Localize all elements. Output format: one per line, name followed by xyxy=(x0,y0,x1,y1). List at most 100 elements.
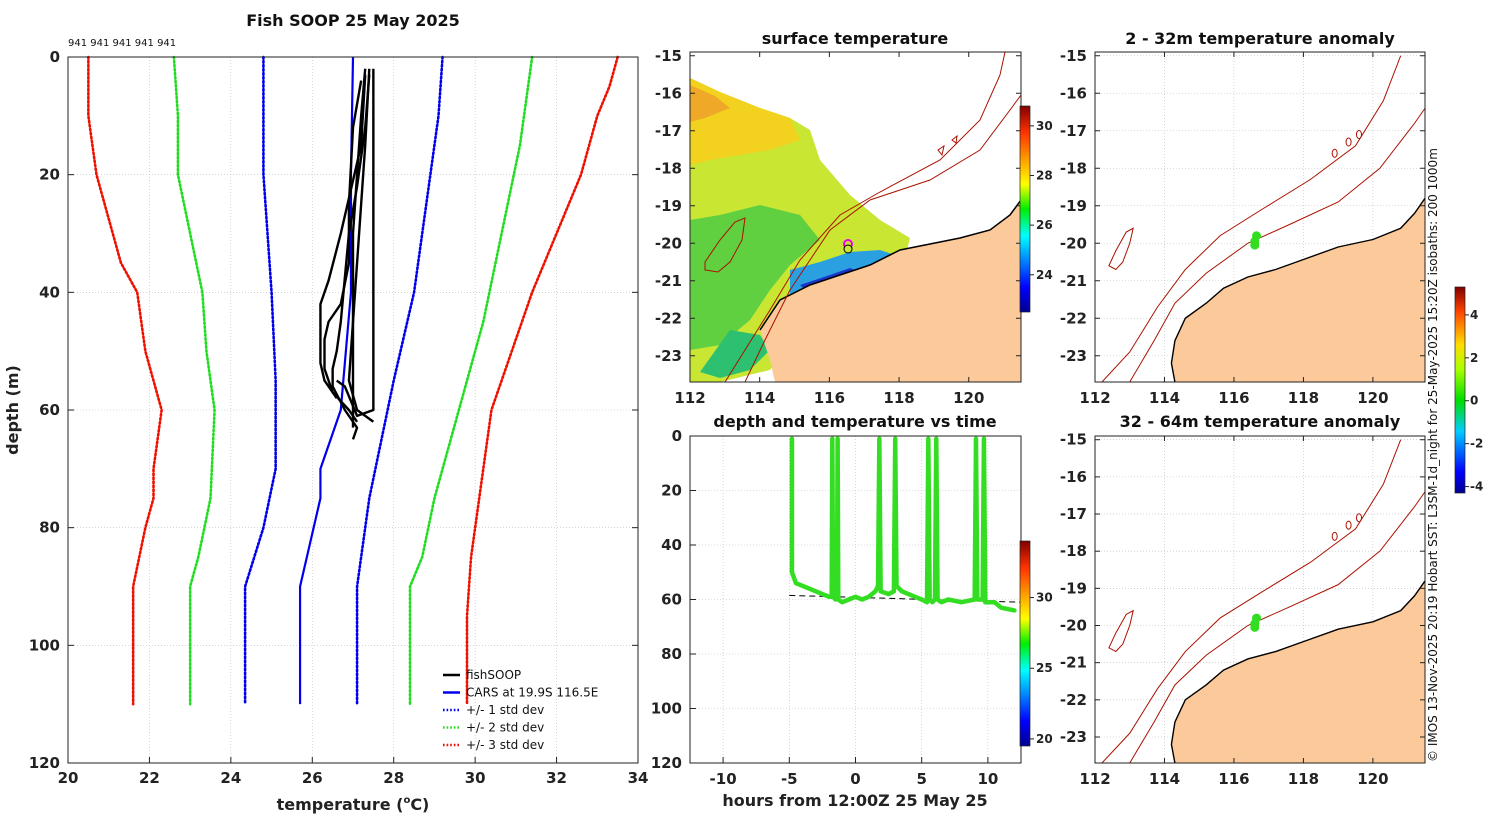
profile-series-line xyxy=(408,55,534,706)
sst-xtick-label: 112 xyxy=(674,389,705,407)
fishsoop-cast-line xyxy=(347,68,375,423)
sst-xtick-label: 118 xyxy=(883,389,914,407)
sst-coastline xyxy=(759,199,1021,331)
anomaly-shallow-anomaly-point xyxy=(1250,240,1260,250)
profile-xtick-label: 34 xyxy=(628,769,649,787)
sst-colorbar-label: 24 xyxy=(1036,268,1053,282)
anomaly-shallow-isobath xyxy=(1101,55,1402,383)
anomaly-shallow-ytick-label: -15 xyxy=(1060,47,1087,65)
sst-ytick-label: -20 xyxy=(655,234,682,252)
depthtime-xtick-label: -10 xyxy=(710,770,737,788)
depthtime-xtick-label: 5 xyxy=(916,770,926,788)
anomaly-deep-xtick-label: 118 xyxy=(1288,770,1319,788)
sst-xtick-label: 114 xyxy=(744,389,775,407)
sst-land xyxy=(760,200,1021,382)
profile-xtick-label: 24 xyxy=(220,769,241,787)
sst-islet-1 xyxy=(937,144,945,157)
anomaly-shallow-ytick-label: -21 xyxy=(1060,272,1087,290)
profile-ytick-label: 60 xyxy=(39,401,60,419)
sst-panel: surface temperature 112 114 116 118 120 -15 -1… xyxy=(655,29,1053,407)
fishsoop-cast-line xyxy=(336,68,375,418)
legend-label: fishSOOP xyxy=(466,668,521,682)
anomaly-deep-xtick-label: 114 xyxy=(1149,770,1180,788)
profile-series-line xyxy=(87,55,163,706)
sst-orange-band xyxy=(690,85,730,122)
depthtime-panel: depth and temperature vs time -10 -5 0 5 100… xyxy=(651,412,1053,810)
anomaly-shallow-ytick-label: -20 xyxy=(1060,234,1087,252)
anomaly-deep-axes-box xyxy=(1094,435,1426,764)
anomaly-deep-ytick-label: -21 xyxy=(1060,654,1087,672)
legend-label: +/- 2 std dev xyxy=(466,721,544,735)
anomaly-deep-title: 32 - 64m temperature anomaly xyxy=(1120,412,1401,431)
anomaly-shallow-axes-box xyxy=(1094,51,1426,383)
sst-colorbar-label: 30 xyxy=(1036,119,1053,133)
anomaly-deep-ytick-label: -19 xyxy=(1060,579,1087,597)
anomaly-shallow-xtick-label: 114 xyxy=(1149,389,1180,407)
sst-ytick-label: -16 xyxy=(655,84,682,102)
anomaly-deep-islet xyxy=(1345,520,1352,530)
anomaly-shallow-ytick-label: -17 xyxy=(1060,122,1087,140)
profile-xlabel: temperature (oC) xyxy=(277,795,430,814)
anomaly-colorbar xyxy=(1454,286,1466,494)
anomaly-deep-panel: 32 - 64m temperature anomaly 112 114 116 11… xyxy=(1060,412,1426,788)
anomaly-shallow-island xyxy=(1108,227,1134,271)
profile-ytick-label: 20 xyxy=(39,166,60,184)
sst-ytick-label: -15 xyxy=(655,47,682,65)
anomaly-shallow-ytick-label: -22 xyxy=(1060,309,1087,327)
sst-green-band xyxy=(690,205,820,350)
anomaly-shallow-ytick-label: -19 xyxy=(1060,197,1087,215)
fishsoop-cast-line xyxy=(319,74,367,399)
anomaly-colorbar-label: 0 xyxy=(1470,394,1478,408)
anomaly-shallow-islet xyxy=(1356,130,1362,139)
depthtime-xtick-label: 10 xyxy=(977,770,998,788)
anomaly-shallow-isobath xyxy=(1129,107,1426,383)
depthtime-ytick-label: 80 xyxy=(661,645,682,663)
depthtime-xtick-label: 0 xyxy=(850,770,860,788)
legend-label: +/- 1 std dev xyxy=(466,703,544,717)
credit-text: © IMOS 13-Nov-2025 20:19 Hobart SST: L3S… xyxy=(1426,148,1440,762)
profile-xtick-label: 22 xyxy=(139,769,160,787)
sst-ytick-label: -19 xyxy=(655,197,682,215)
anomaly-shallow-map xyxy=(1101,55,1426,383)
sst-ytick-label: -21 xyxy=(655,272,682,290)
sst-title: surface temperature xyxy=(762,29,949,48)
anomaly-deep-map xyxy=(1101,439,1426,764)
profile-xtick-label: 26 xyxy=(302,769,323,787)
anomaly-deep-ytick-label: -20 xyxy=(1060,617,1087,635)
legend-label: CARS at 19.9S 116.5E xyxy=(466,686,598,700)
anomaly-colorbar-label: -2 xyxy=(1470,437,1483,451)
profile-ytick-label: 40 xyxy=(39,283,60,301)
sst-isobath-200 xyxy=(724,52,1006,382)
anomaly-shallow-title: 2 - 32m temperature anomaly xyxy=(1125,29,1395,48)
profile-ylabel: depth (m) xyxy=(3,365,22,455)
depthtime-title: depth and temperature vs time xyxy=(713,412,996,431)
profile-xtick-label: 20 xyxy=(58,769,79,787)
depthtime-xlabel: hours from 12:00Z 25 May 25 xyxy=(722,791,987,810)
depthtime-track-line xyxy=(789,436,1017,613)
anomaly-shallow-ytick-label: -16 xyxy=(1060,84,1087,102)
anomaly-deep-ytick-label: -15 xyxy=(1060,431,1087,449)
depthtime-ytick-label: 120 xyxy=(651,754,682,772)
anomaly-deep-land xyxy=(1171,580,1425,763)
anomaly-deep-isobath xyxy=(1101,439,1402,764)
anomaly-deep-xtick-label: 120 xyxy=(1357,770,1388,788)
anomaly-deep-ytick-label: -16 xyxy=(1060,468,1087,486)
anomaly-deep-coastline xyxy=(1170,580,1426,764)
anomaly-shallow-land xyxy=(1171,198,1425,382)
sst-island xyxy=(704,217,746,273)
anomaly-shallow-ytick-label: -23 xyxy=(1060,347,1087,365)
sst-ytick-label: -18 xyxy=(655,159,682,177)
anomaly-deep-xtick-label: 112 xyxy=(1079,770,1110,788)
fishsoop-cast-line xyxy=(323,80,363,423)
profile-title: Fish SOOP 25 May 2025 xyxy=(246,11,460,30)
sst-colorbar xyxy=(1019,105,1031,313)
anomaly-colorbar-label: -4 xyxy=(1470,480,1483,494)
legend-label: +/- 3 std dev xyxy=(466,738,544,752)
sst-sample-dot xyxy=(843,244,853,254)
fishsoop-cast-line xyxy=(351,68,367,428)
profile-legend: fishSOOP CARS at 19.9S 116.5E +/- 1 std de… xyxy=(443,668,598,752)
sst-ytick-label: -17 xyxy=(655,122,682,140)
depthtime-ytick-label: 40 xyxy=(661,536,682,554)
anomaly-shallow-ytick-label: -18 xyxy=(1060,159,1087,177)
